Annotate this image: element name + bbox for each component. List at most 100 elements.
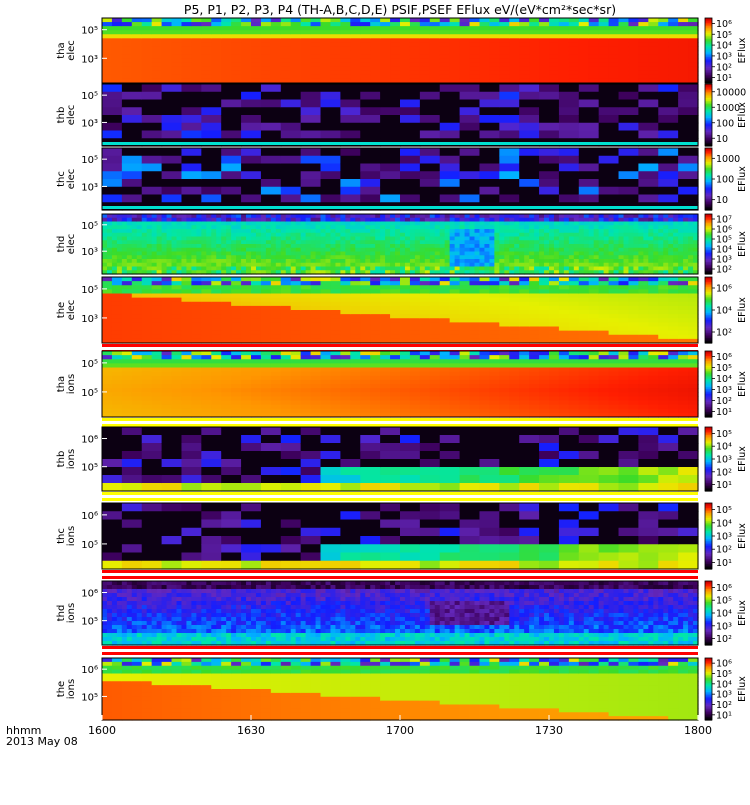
spectrogram-cell: [281, 368, 292, 373]
spectrogram-cell: [579, 277, 590, 282]
spectrogram-cell: [619, 59, 630, 64]
spectrogram-cell: [648, 252, 654, 256]
spectrogram-cell: [251, 229, 257, 233]
spectrogram-cell: [142, 164, 162, 172]
spectrogram-cell: [350, 285, 361, 290]
spectrogram-cell: [539, 310, 550, 315]
spectrogram-cell: [231, 351, 242, 356]
spectrogram-cell: [201, 335, 212, 340]
spectrogram-cell: [489, 42, 500, 47]
spectrogram-cell: [251, 240, 257, 244]
spectrogram-cell: [628, 218, 634, 222]
spectrogram-cell: [172, 237, 178, 241]
spectrogram-cell: [326, 214, 332, 218]
spectrogram-cell: [564, 225, 570, 229]
spectrogram-cell: [410, 259, 416, 263]
spectrogram-cell: [554, 244, 560, 248]
spectrogram-cell: [380, 164, 400, 172]
spectrogram-cell: [181, 289, 192, 294]
spectrogram-cell: [663, 233, 669, 237]
spectrogram-cell: [529, 294, 540, 299]
spectrogram-cell: [584, 225, 590, 229]
spectrogram-cell: [191, 363, 202, 368]
spectrogram-cell: [112, 63, 123, 68]
spectrogram-cell: [286, 255, 292, 259]
spectrogram-cell: [172, 240, 178, 244]
spectrogram-cell: [658, 294, 669, 299]
spectrogram-cell: [360, 179, 380, 187]
spectrogram-cell: [117, 237, 123, 241]
spectrogram-cell: [117, 214, 123, 218]
spectrogram-cell: [678, 289, 689, 294]
spectrogram-cell: [256, 218, 262, 222]
spectrogram-cell: [688, 302, 699, 307]
spectrogram-cell: [211, 405, 222, 410]
spectrogram-cell: [678, 115, 698, 123]
spectrogram-cell: [668, 327, 679, 332]
spectrogram-cell: [191, 71, 202, 76]
spectrogram-cell: [142, 22, 153, 27]
spectrogram-cell: [241, 237, 247, 241]
spectrogram-cell: [628, 252, 634, 256]
spectrogram-cell: [162, 252, 168, 256]
spectrogram-cell: [395, 225, 401, 229]
spectrogram-cell: [673, 263, 679, 267]
spectrogram-cell: [579, 294, 590, 299]
spectrogram-cell: [201, 318, 212, 323]
spectrogram-cell: [564, 233, 570, 237]
spectrogram-cell: [162, 255, 168, 259]
spectrogram-cell: [653, 252, 659, 256]
spectrogram-cell: [261, 409, 272, 414]
spectrogram-cell: [648, 59, 659, 64]
spectrogram-cell: [648, 214, 654, 218]
spectrogram-cell: [529, 335, 540, 340]
spectrogram-cell: [658, 51, 669, 56]
spectrogram-cell: [628, 277, 639, 282]
spectrogram-cell: [271, 229, 277, 233]
spectrogram-cell: [420, 71, 431, 76]
spectrogram-cell: [191, 244, 197, 248]
spectrogram-cell: [291, 380, 302, 385]
spectrogram-cell: [400, 59, 411, 64]
spectrogram-cell: [301, 355, 312, 360]
spectrogram-cell: [221, 306, 232, 311]
spectrogram-cell: [489, 46, 500, 51]
spectrogram-cell: [460, 123, 480, 131]
spectrogram-cell: [619, 294, 630, 299]
spectrogram-cell: [663, 255, 669, 259]
spectrogram-cell: [569, 225, 575, 229]
spectrogram-cell: [479, 322, 490, 327]
spectrogram-cell: [281, 107, 301, 115]
spectrogram-cell: [221, 51, 232, 56]
spectrogram-cell: [390, 259, 396, 263]
spectrogram-cell: [201, 240, 207, 244]
spectrogram-cell: [569, 42, 580, 47]
spectrogram-cell: [479, 277, 490, 282]
spectrogram-cell: [251, 59, 262, 64]
spectrogram-cell: [489, 51, 500, 56]
spectrogram-cell: [619, 63, 630, 68]
spectrogram-cell: [628, 314, 639, 319]
spectrogram-cell: [147, 222, 153, 226]
spectrogram-cell: [435, 214, 441, 218]
spectrogram-cell: [281, 252, 287, 256]
spectrogram-cell: [589, 42, 600, 47]
spectrogram-cell: [221, 26, 232, 31]
spectrogram-cell: [231, 59, 242, 64]
spectrogram-cell: [241, 214, 247, 218]
spectrogram-cell: [430, 322, 441, 327]
spectrogram-cell: [132, 75, 143, 80]
spectrogram-cell: [162, 322, 173, 327]
colorbar-tick-label: 10²: [716, 328, 732, 339]
spectrogram-cell: [350, 38, 361, 43]
spectrogram-cell: [112, 392, 123, 397]
spectrogram-cell: [147, 244, 153, 248]
spectrogram-cell: [514, 222, 520, 226]
spectrogram-cell: [256, 252, 262, 256]
spectrogram-cell: [589, 263, 595, 267]
spectrogram-cell: [658, 115, 678, 123]
spectrogram-cell: [311, 263, 317, 267]
spectrogram-cell: [390, 46, 401, 51]
spectrogram-cell: [599, 218, 605, 222]
